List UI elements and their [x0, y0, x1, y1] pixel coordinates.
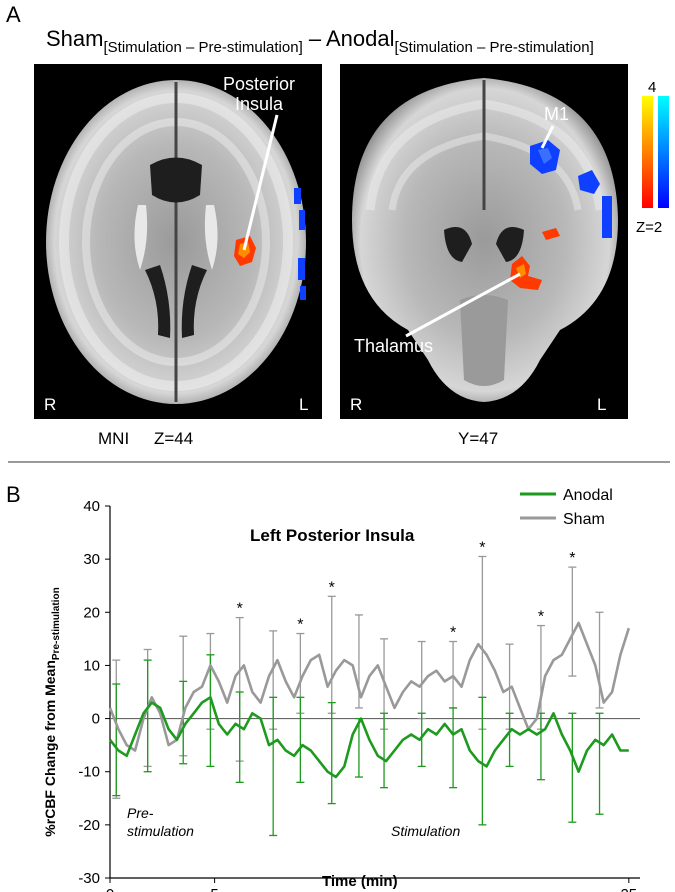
title-part1: Sham — [46, 26, 103, 51]
significance-star: * — [237, 601, 243, 618]
x-tick-label: 25 — [620, 886, 637, 892]
right-slice-r-label: R — [350, 395, 362, 414]
x-axis-label: Time (min) — [322, 873, 398, 890]
chart-legend: Anodal Sham — [520, 487, 613, 528]
colorbar-max-label: 4 — [648, 79, 656, 96]
posterior-label: Posterior — [223, 74, 295, 94]
left-brain-slice: Posterior Insula R L — [34, 64, 322, 419]
left-slice-z-caption: Z=44 — [154, 429, 193, 448]
m1-label: M1 — [544, 104, 569, 124]
colorbar-cool — [658, 96, 669, 208]
y-tick-label: 10 — [83, 657, 100, 674]
y-tick-label: 30 — [83, 551, 100, 568]
significance-star: * — [538, 609, 544, 626]
significance-star: * — [329, 579, 335, 596]
significance-star: * — [569, 550, 575, 567]
panel-divider — [8, 461, 670, 463]
y-tick-label: -30 — [78, 870, 100, 887]
colorbar-min-label: Z=2 — [636, 219, 662, 236]
title-sub1: [Stimulation – Pre-stimulation] — [103, 39, 302, 56]
pre-stimulation-label-2: stimulation — [127, 823, 194, 839]
anodal-error-bars — [112, 654, 604, 837]
chart-title: Left Posterior Insula — [250, 526, 415, 545]
title-part2: – Anodal — [303, 26, 395, 51]
stimulation-label: Stimulation — [391, 823, 460, 839]
significance-star: * — [450, 625, 456, 642]
pre-stimulation-label-1: Pre- — [127, 805, 154, 821]
z-colorbar: 4 Z=2 — [636, 79, 669, 236]
panel-a-figure: A Sham[Stimulation – Pre-stimulation] – … — [6, 2, 669, 448]
x-tick-label: 0 — [106, 886, 114, 892]
right-slice-y-caption: Y=47 — [458, 429, 498, 448]
right-slice-l-label: L — [597, 395, 606, 414]
sham-error-bars — [112, 555, 604, 799]
right-brain-slice: M1 Thalamus R L — [340, 64, 628, 419]
anodal-series-line — [108, 696, 629, 779]
significance-stars: * * * * * * * — [237, 539, 576, 641]
left-slice-l-label: L — [299, 395, 308, 414]
left-slice-r-label: R — [44, 395, 56, 414]
sham-series-line — [108, 621, 631, 752]
panel-b-label: B — [6, 482, 21, 507]
chart-series — [108, 621, 631, 779]
colorbar-warm — [642, 96, 653, 208]
significance-star: * — [297, 617, 303, 634]
legend-sham-label: Sham — [563, 511, 605, 528]
y-tick-label: -10 — [78, 764, 100, 781]
y-tick-label: -20 — [78, 817, 100, 834]
legend-anodal-label: Anodal — [563, 487, 613, 504]
panel-b-chart: B * * * * * * * 40 30 20 10 0 -10 -20 -30 0 5 25 Left Po… — [6, 482, 640, 892]
x-tick-label: 5 — [210, 886, 218, 892]
significance-star: * — [479, 539, 485, 556]
panel-a-label: A — [6, 2, 21, 27]
thalamus-label: Thalamus — [354, 336, 433, 356]
chart-ticks: 40 30 20 10 0 -10 -20 -30 0 5 25 — [78, 498, 637, 892]
y-axis-label: %rCBF Change from MeanPre-stimulation — [42, 587, 62, 836]
title-sub2: [Stimulation – Pre-stimulation] — [394, 39, 593, 56]
y-axis-label-main: %rCBF Change from Mean — [42, 660, 58, 837]
insula-label: Insula — [235, 94, 284, 114]
left-slice-mni-caption: MNI — [98, 429, 129, 448]
y-axis-label-sub: Pre-stimulation — [51, 587, 62, 660]
y-tick-label: 40 — [83, 498, 100, 515]
y-tick-label: 20 — [83, 604, 100, 621]
panel-a-title: Sham[Stimulation – Pre-stimulation] – An… — [46, 26, 594, 56]
y-tick-label: 0 — [92, 711, 100, 728]
